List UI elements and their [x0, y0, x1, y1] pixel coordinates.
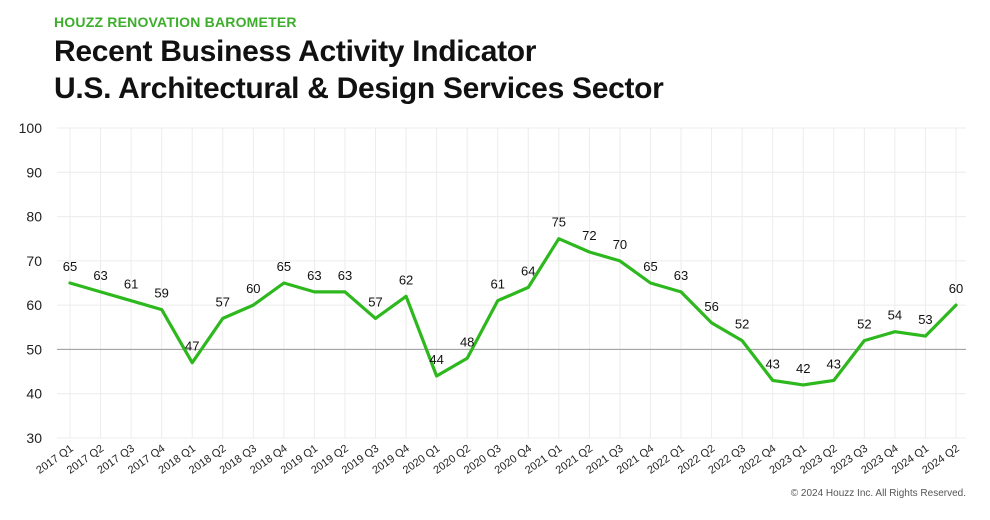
- data-label: 63: [307, 268, 321, 283]
- data-label: 57: [368, 294, 382, 309]
- copyright-footer: © 2024 Houzz Inc. All Rights Reserved.: [790, 488, 966, 499]
- data-label: 63: [93, 268, 107, 283]
- data-label: 65: [643, 259, 657, 274]
- data-label: 43: [827, 356, 841, 371]
- data-label: 52: [735, 317, 749, 332]
- series-line: [68, 237, 958, 387]
- data-label: 75: [552, 215, 566, 230]
- data-label: 43: [765, 356, 779, 371]
- data-label: 65: [277, 259, 291, 274]
- data-label: 59: [154, 286, 168, 301]
- data-label: 60: [949, 281, 963, 296]
- y-tick-label: 40: [26, 386, 42, 402]
- data-label: 62: [399, 272, 413, 287]
- data-label: 65: [63, 259, 77, 274]
- title-line-2: U.S. Architectural & Design Services Sec…: [54, 72, 664, 105]
- data-label: 42: [796, 361, 810, 376]
- y-tick-label: 80: [26, 209, 42, 225]
- title-line-1: Recent Business Activity Indicator: [54, 35, 537, 68]
- data-label: 57: [216, 294, 230, 309]
- data-label: 63: [338, 268, 352, 283]
- y-tick-label: 70: [26, 253, 42, 269]
- data-label: 61: [124, 277, 138, 292]
- report-kicker: HOUZZ RENOVATION BAROMETER: [54, 14, 297, 30]
- y-tick-label: 90: [26, 164, 42, 180]
- y-tick-label: 60: [26, 297, 42, 313]
- y-tick-label: 100: [19, 120, 43, 136]
- data-label: 70: [613, 237, 627, 252]
- y-tick-label: 30: [26, 430, 42, 446]
- data-label: 53: [918, 312, 932, 327]
- data-label: 52: [857, 317, 871, 332]
- data-label: 61: [490, 277, 504, 292]
- data-label: 56: [704, 299, 718, 314]
- data-label: 44: [429, 352, 443, 367]
- data-label: 60: [246, 281, 260, 296]
- chart-title: Recent Business Activity Indicator U.S. …: [54, 33, 664, 107]
- y-tick-label: 50: [26, 341, 42, 357]
- data-label: 63: [674, 268, 688, 283]
- data-label: 48: [460, 334, 474, 349]
- data-label: 47: [185, 339, 199, 354]
- data-label: 64: [521, 263, 535, 278]
- data-label: 54: [888, 308, 902, 323]
- data-label: 72: [582, 228, 596, 243]
